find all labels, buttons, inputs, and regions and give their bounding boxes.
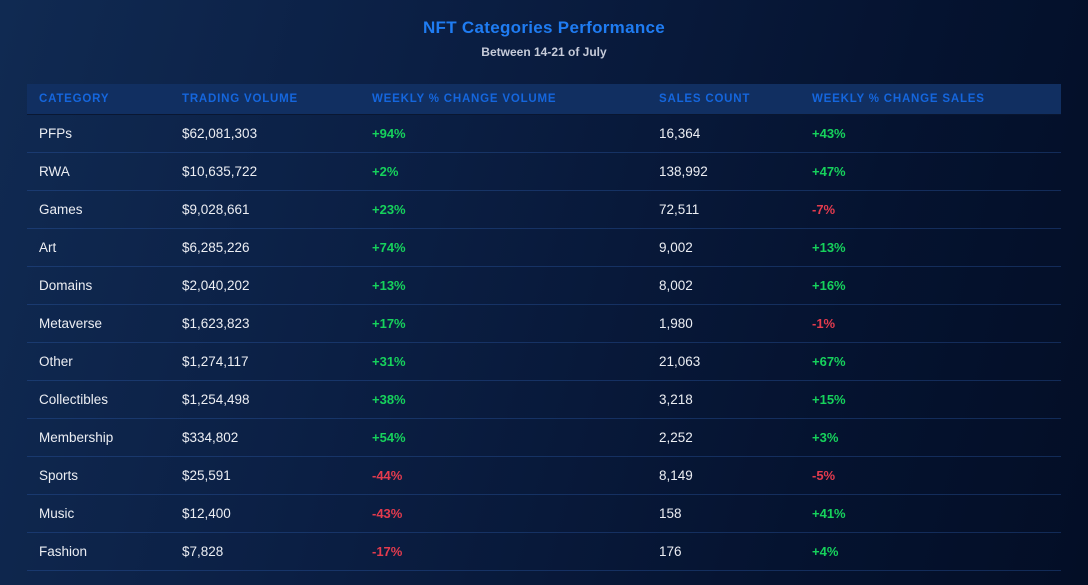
- table-row: Fashion $7,828 -17% 176 +4%: [27, 532, 1061, 570]
- category-cell: Collectibles: [39, 391, 109, 407]
- category-cell: Fashion: [39, 543, 88, 559]
- trading-volume-cell: $9,028,661: [182, 201, 250, 217]
- table-row: Metaverse $1,623,823 +17% 1,980 -1%: [27, 304, 1061, 342]
- volume-change-cell: +17%: [372, 315, 406, 331]
- trading-volume-cell: $1,254,498: [182, 391, 250, 407]
- category-cell: Other: [39, 353, 73, 369]
- trading-volume-cell: $334,802: [182, 429, 239, 445]
- category-cell: Art: [39, 239, 57, 255]
- volume-change-cell: +13%: [372, 277, 406, 293]
- trading-volume-cell: $7,828: [182, 543, 224, 559]
- volume-change-cell: -43%: [372, 505, 403, 521]
- column-header-weekly-change-sales: WEEKLY % CHANGE SALES: [812, 92, 985, 105]
- nft-performance-table: CATEGORY TRADING VOLUME WEEKLY % CHANGE …: [27, 84, 1061, 571]
- category-cell: Games: [39, 201, 83, 217]
- sales-count-cell: 3,218: [659, 391, 693, 407]
- table-row: Music $12,400 -43% 158 +41%: [27, 494, 1061, 532]
- table-row: PFPs $62,081,303 +94% 16,364 +43%: [27, 114, 1061, 152]
- sales-change-cell: -1%: [812, 315, 836, 331]
- sales-change-cell: +13%: [812, 239, 846, 255]
- table-row: Domains $2,040,202 +13% 8,002 +16%: [27, 266, 1061, 304]
- sales-count-cell: 16,364: [659, 125, 701, 141]
- sales-change-cell: +67%: [812, 353, 846, 369]
- volume-change-cell: -17%: [372, 543, 403, 559]
- sales-count-cell: 2,252: [659, 429, 693, 445]
- volume-change-cell: +23%: [372, 201, 406, 217]
- category-cell: Membership: [39, 429, 114, 445]
- trading-volume-cell: $1,623,823: [182, 315, 250, 331]
- sales-change-cell: -5%: [812, 467, 836, 483]
- sales-count-cell: 158: [659, 505, 682, 521]
- sales-count-cell: 21,063: [659, 353, 701, 369]
- category-cell: Music: [39, 505, 75, 521]
- volume-change-cell: +94%: [372, 125, 406, 141]
- volume-change-cell: +38%: [372, 391, 406, 407]
- volume-change-cell: +74%: [372, 239, 406, 255]
- volume-change-cell: +31%: [372, 353, 406, 369]
- table-row: Collectibles $1,254,498 +38% 3,218 +15%: [27, 380, 1061, 418]
- table-row: Games $9,028,661 +23% 72,511 -7%: [27, 190, 1061, 228]
- sales-count-cell: 8,002: [659, 277, 693, 293]
- table-row: Other $1,274,117 +31% 21,063 +67%: [27, 342, 1061, 380]
- volume-change-cell: +2%: [372, 163, 399, 179]
- sales-count-cell: 138,992: [659, 163, 708, 179]
- table-row: Art $6,285,226 +74% 9,002 +13%: [27, 228, 1061, 266]
- page-title: NFT Categories Performance: [422, 18, 666, 37]
- table-body: PFPs $62,081,303 +94% 16,364 +43% RWA $1…: [27, 114, 1061, 570]
- sales-count-cell: 1,980: [659, 315, 693, 331]
- category-cell: Sports: [39, 467, 79, 483]
- trading-volume-cell: $1,274,117: [182, 353, 249, 369]
- trading-volume-cell: $2,040,202: [182, 277, 250, 293]
- sales-change-cell: +41%: [812, 505, 846, 521]
- category-cell: Metaverse: [39, 315, 103, 331]
- column-header-sales-count: SALES COUNT: [659, 92, 751, 105]
- column-header-weekly-change-volume: WEEKLY % CHANGE VOLUME: [372, 92, 557, 105]
- sales-count-cell: 9,002: [659, 239, 693, 255]
- trading-volume-cell: $6,285,226: [182, 239, 250, 255]
- sales-count-cell: 176: [659, 543, 682, 559]
- category-cell: Domains: [39, 277, 93, 293]
- sales-count-cell: 8,149: [659, 467, 693, 483]
- table-row: Sports $25,591 -44% 8,149 -5%: [27, 456, 1061, 494]
- table-row: RWA $10,635,722 +2% 138,992 +47%: [27, 152, 1061, 190]
- sales-change-cell: +16%: [812, 277, 846, 293]
- sales-change-cell: +43%: [812, 125, 846, 141]
- page-subtitle: Between 14-21 of July: [481, 45, 607, 59]
- column-header-trading-volume: TRADING VOLUME: [182, 92, 298, 105]
- table-header-row: CATEGORY TRADING VOLUME WEEKLY % CHANGE …: [27, 84, 1061, 114]
- trading-volume-cell: $62,081,303: [182, 125, 258, 141]
- sales-change-cell: +47%: [812, 163, 846, 179]
- nft-performance-table-container: CATEGORY TRADING VOLUME WEEKLY % CHANGE …: [27, 84, 1061, 571]
- category-cell: RWA: [39, 163, 70, 179]
- table-row: Membership $334,802 +54% 2,252 +3%: [27, 418, 1061, 456]
- trading-volume-cell: $12,400: [182, 505, 231, 521]
- trading-volume-cell: $25,591: [182, 467, 231, 483]
- page-header: NFT Categories Performance Between 14-21…: [0, 0, 1088, 59]
- trading-volume-cell: $10,635,722: [182, 163, 258, 179]
- column-header-category: CATEGORY: [39, 92, 110, 105]
- category-cell: PFPs: [39, 125, 73, 141]
- volume-change-cell: -44%: [372, 467, 403, 483]
- sales-count-cell: 72,511: [659, 201, 700, 217]
- sales-change-cell: -7%: [812, 201, 836, 217]
- sales-change-cell: +15%: [812, 391, 846, 407]
- sales-change-cell: +3%: [812, 429, 839, 445]
- sales-change-cell: +4%: [812, 543, 839, 559]
- volume-change-cell: +54%: [372, 429, 406, 445]
